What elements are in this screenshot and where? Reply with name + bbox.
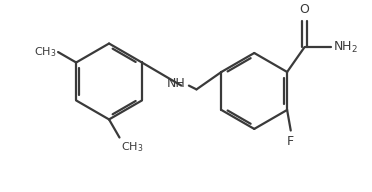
Text: NH: NH — [166, 77, 185, 90]
Text: CH$_3$: CH$_3$ — [34, 45, 56, 59]
Text: NH$_2$: NH$_2$ — [333, 40, 358, 55]
Text: O: O — [299, 3, 310, 16]
Text: F: F — [287, 135, 294, 148]
Text: CH$_3$: CH$_3$ — [121, 140, 144, 154]
